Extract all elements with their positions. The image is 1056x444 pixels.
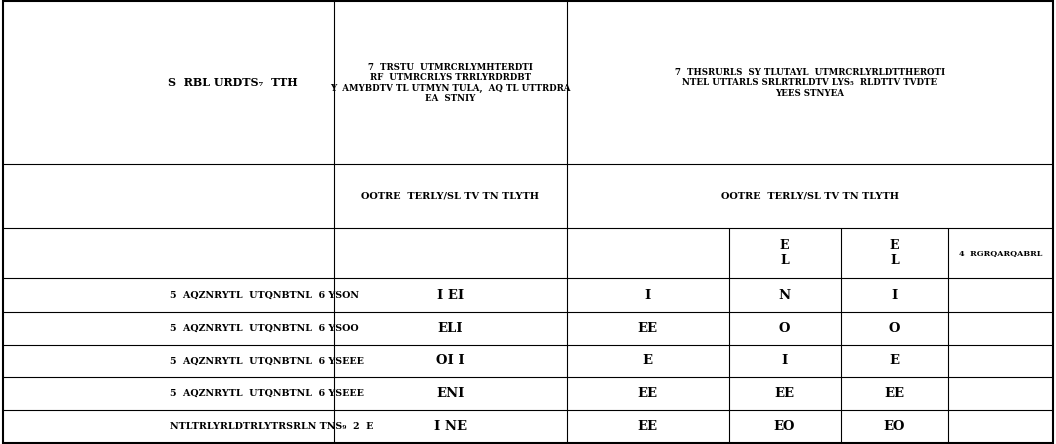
Text: N: N [778, 289, 791, 301]
Text: ELI: ELI [437, 321, 464, 335]
Text: I: I [781, 354, 788, 368]
Text: 5  AQZNRYTL  UTQNBTNL  6 YSOO: 5 AQZNRYTL UTQNBTNL 6 YSOO [170, 324, 359, 333]
Text: 5  AQZNRYTL  UTQNBTNL  6 YSEEE: 5 AQZNRYTL UTQNBTNL 6 YSEEE [170, 389, 364, 398]
Text: I NE: I NE [434, 420, 467, 433]
Text: 7  TRSTU  UTMRCRLYMHTERDTI
RF  UTMRCRLYS TRRLYRDRDBT
Y  AMYBDTV TL UTMYN TULA,  : 7 TRSTU UTMRCRLYMHTERDTI RF UTMRCRLYS TR… [331, 63, 570, 103]
Text: E: E [643, 354, 653, 368]
Text: 5  AQZNRYTL  UTQNBTNL  6 YSEEE: 5 AQZNRYTL UTQNBTNL 6 YSEEE [170, 357, 364, 365]
Text: ENI: ENI [436, 387, 465, 400]
Text: 7  THSRURLS  SY TLUTAYL  UTMRCRLYRLDTTHEROTI
NTEL UTTARLS SRLRTRLDTV LYS₅  RLDTT: 7 THSRURLS SY TLUTAYL UTMRCRLYRLDTTHEROT… [675, 68, 945, 98]
Text: OOTRE  TERLY/SL TV TN TLYTH: OOTRE TERLY/SL TV TN TLYTH [721, 191, 899, 201]
Text: OI I: OI I [436, 354, 465, 368]
Text: E: E [889, 354, 900, 368]
Text: OOTRE  TERLY/SL TV TN TLYTH: OOTRE TERLY/SL TV TN TLYTH [361, 191, 540, 201]
Text: NTLTRLYRLDTRLYTRSRLN TNS₉  2  E: NTLTRLYRLDTRLYTRSRLN TNS₉ 2 E [170, 422, 374, 431]
Text: I EI: I EI [437, 289, 464, 301]
Text: EO: EO [774, 420, 795, 433]
Text: E
L: E L [780, 239, 789, 267]
Text: EE: EE [775, 387, 794, 400]
Text: 5  AQZNRYTL  UTQNBTNL  6 YSON: 5 AQZNRYTL UTQNBTNL 6 YSON [170, 290, 359, 300]
Text: EE: EE [638, 321, 658, 335]
Text: EE: EE [885, 387, 904, 400]
Text: O: O [889, 321, 900, 335]
Text: EE: EE [638, 420, 658, 433]
Text: I: I [891, 289, 898, 301]
Text: S  RBL URDTS₇  TTH: S RBL URDTS₇ TTH [169, 77, 298, 88]
Text: EE: EE [638, 387, 658, 400]
Text: O: O [779, 321, 790, 335]
Text: E
L: E L [890, 239, 899, 267]
Text: I: I [645, 289, 650, 301]
Text: EO: EO [884, 420, 905, 433]
Text: 4  RGRQARQABRL: 4 RGRQARQABRL [959, 249, 1042, 257]
